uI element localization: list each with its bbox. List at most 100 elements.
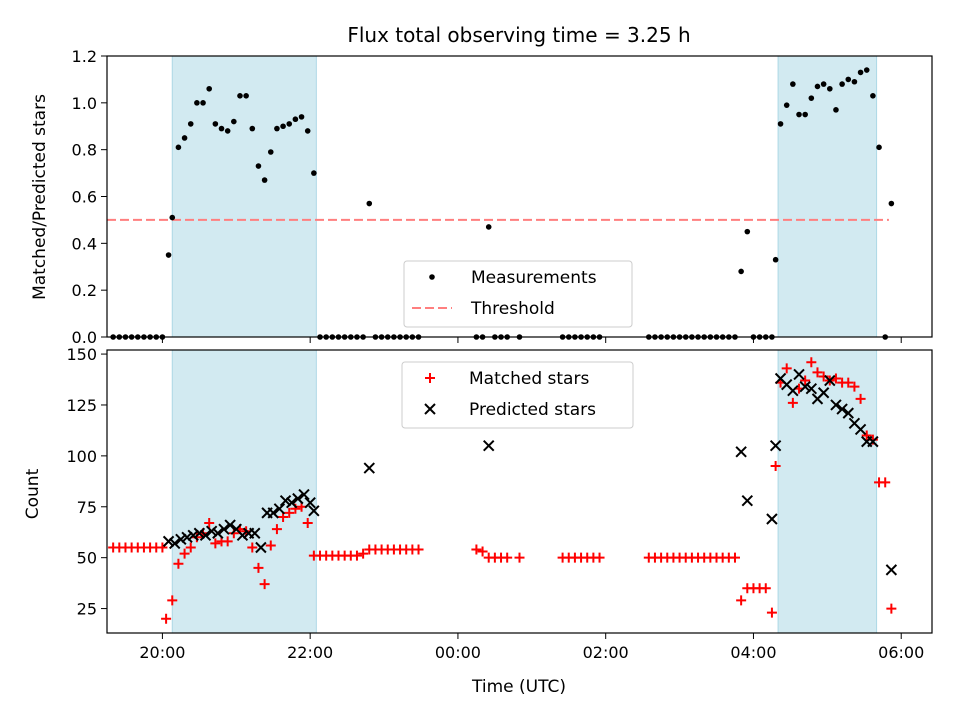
matched-point [173, 558, 184, 569]
measurement-point [839, 81, 845, 87]
measurement-point [366, 200, 373, 207]
y-tick-label: 0.0 [72, 328, 97, 347]
measurement-point [304, 128, 311, 134]
matched-point [760, 583, 771, 594]
matched-point [259, 579, 270, 590]
y-tick-label: 0.2 [72, 281, 97, 300]
predicted-point [885, 564, 898, 576]
predicted-point [224, 519, 236, 531]
measurement-point [194, 100, 200, 106]
measurement-point [820, 81, 827, 87]
measurement-point [783, 102, 790, 108]
observing-window [777, 349, 878, 634]
legend-marker-matched [425, 373, 435, 383]
measurement-point [845, 76, 852, 83]
predicted-point [363, 462, 375, 474]
measurement-point [833, 107, 839, 113]
x-tick-label: 04:00 [730, 643, 776, 662]
measurement-point [261, 177, 268, 183]
y-tick-label: 50 [77, 549, 97, 568]
matched-point [185, 542, 196, 553]
measurement-point [863, 67, 870, 73]
axes-frame [106, 349, 933, 634]
predicted-point [162, 535, 175, 548]
legend-marker-predicted [424, 403, 436, 415]
predicted-point [805, 382, 818, 395]
matched-point [880, 477, 891, 488]
measurement-point [175, 144, 182, 151]
predicted-point [766, 513, 778, 525]
matched-point [247, 542, 258, 553]
measurement-point [857, 69, 864, 76]
y-tick-label: 75 [77, 498, 97, 517]
predicted-point [218, 523, 230, 535]
matched-point [210, 538, 221, 549]
matched-point [471, 544, 482, 555]
matched-point [502, 552, 513, 563]
measurement-point [249, 125, 256, 132]
x-tick-label: 00:00 [435, 643, 481, 662]
matched-point [302, 518, 313, 529]
predicted-point [735, 446, 747, 458]
measurement-point [772, 256, 779, 263]
matched-point [351, 550, 362, 561]
predicted-point [842, 407, 854, 419]
matched-point [157, 542, 168, 553]
y-axis-label-bottom: Count [23, 468, 43, 519]
measurement-point [292, 116, 299, 123]
predicted-point [854, 423, 867, 436]
predicted-point [199, 529, 212, 541]
predicted-point [193, 527, 206, 539]
matched-point [736, 595, 747, 606]
measurement-point [311, 170, 317, 176]
matched-point [284, 507, 295, 518]
measurement-point [870, 93, 876, 99]
predicted-point [292, 492, 304, 505]
measurement-point [744, 228, 751, 235]
observing-window [171, 55, 317, 338]
x-tick-label: 22:00 [287, 643, 333, 662]
predicted-point [830, 399, 842, 411]
measurement-point [802, 111, 808, 118]
measurement-point [280, 123, 286, 130]
matched-point [161, 613, 172, 624]
measurement-point [218, 125, 225, 132]
bottom-panel: 25 50 75 100 125 150 20:00 22:00 00:00 02:00 04:00… [66, 345, 933, 662]
legend-label: Measurements [471, 268, 597, 288]
matched-point [800, 375, 811, 386]
matched-point [167, 595, 178, 606]
legend-label: Matched stars [469, 369, 589, 389]
measurement-point [274, 125, 280, 132]
matched-point [179, 548, 190, 559]
measurement-point [181, 135, 188, 141]
measurement-point [485, 224, 492, 230]
y-tick-label: 0.6 [72, 188, 97, 207]
matched-point [849, 381, 860, 392]
measurement-point [876, 144, 882, 151]
measurement-point [808, 95, 815, 101]
y-tick-label: 1.0 [72, 94, 97, 113]
x-tick-label: 02:00 [583, 643, 629, 662]
matched-point [253, 562, 264, 573]
legend-label: Predicted stars [469, 400, 596, 420]
measurement-point [814, 83, 821, 90]
matched-point [413, 544, 424, 555]
predicted-point [181, 531, 193, 544]
predicted-point [205, 525, 218, 537]
predicted-point [304, 496, 316, 509]
x-tick-label: 06:00 [878, 643, 924, 662]
predicted-point [741, 494, 754, 507]
legend-box [401, 361, 634, 429]
measurement-point [851, 78, 858, 85]
matched-point [855, 393, 866, 404]
predicted-point [187, 529, 199, 541]
matched-point [271, 524, 282, 535]
matched-point [861, 430, 872, 441]
legend-label: Threshold [470, 299, 555, 319]
predicted-point [273, 503, 286, 515]
measurement-point [187, 121, 194, 127]
measurement-point [212, 121, 219, 127]
predicted-point [867, 435, 879, 448]
matched-point [514, 552, 525, 563]
